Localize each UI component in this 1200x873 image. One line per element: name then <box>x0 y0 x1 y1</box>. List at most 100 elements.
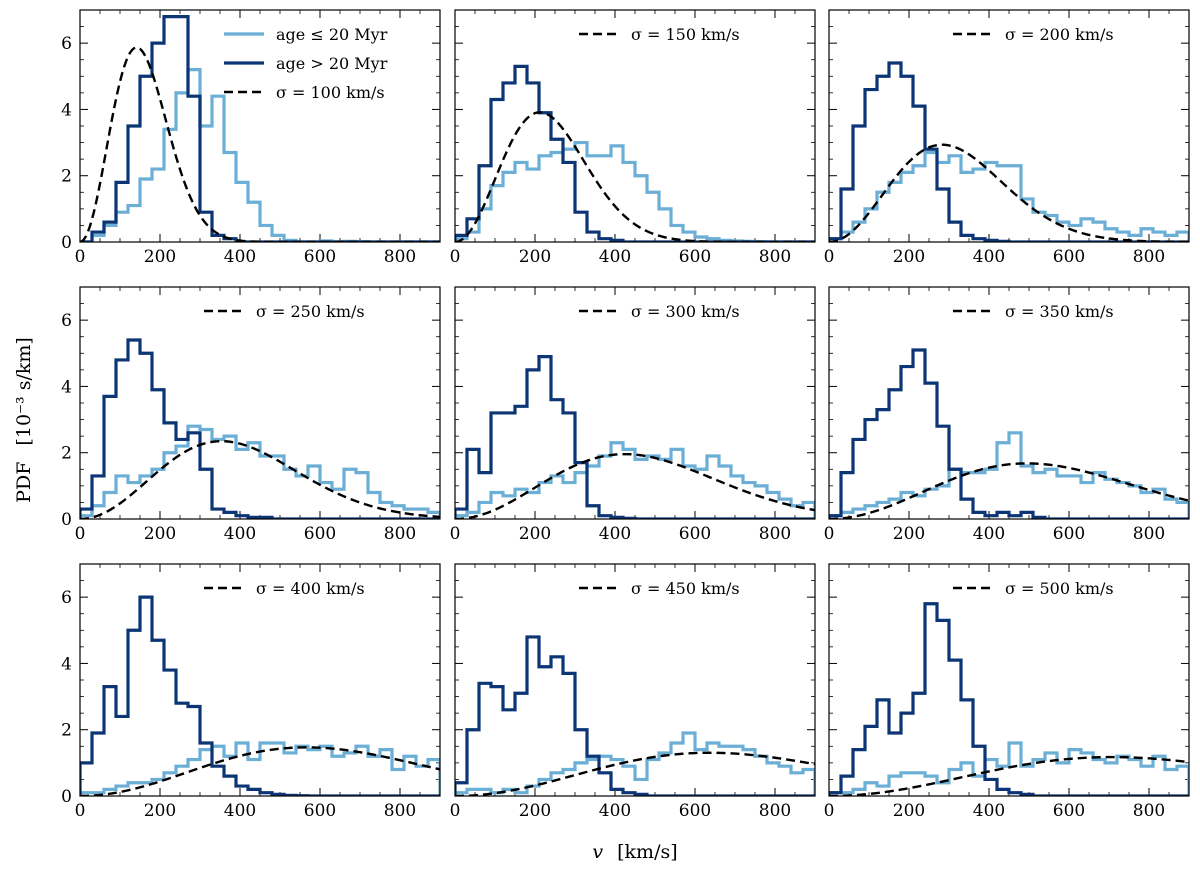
panel-legend: σ = 150 km/s <box>579 25 740 44</box>
x-tick-label: 800 <box>1133 247 1165 267</box>
x-tick-label: 400 <box>599 801 631 821</box>
panel-sigma-400: 0 200 400 600 800 0 2 4 6 σ = 400 km/s <box>61 563 441 821</box>
x-tick-label: 0 <box>450 247 461 267</box>
old-histogram <box>80 338 440 519</box>
x-tick-label: 200 <box>519 247 551 267</box>
x-tick-label: 400 <box>224 247 256 267</box>
young-histogram <box>80 741 440 796</box>
maxwellian-model-curve <box>455 751 815 796</box>
x-tick-label: 600 <box>679 247 711 267</box>
legend-model-label: σ = 200 km/s <box>1005 25 1114 44</box>
x-tick-label: 600 <box>1053 524 1085 544</box>
x-axis-title-name: v <box>592 841 603 863</box>
x-tick-label: 800 <box>1133 801 1165 821</box>
legend-model-label: σ = 150 km/s <box>631 25 740 44</box>
x-tick-label: 400 <box>973 524 1005 544</box>
y-tick-label: 2 <box>61 444 72 464</box>
maxwellian-model-curve <box>455 111 815 242</box>
x-tick-label: 800 <box>384 524 416 544</box>
legend-model-label: σ = 350 km/s <box>1005 302 1114 321</box>
x-tick-label: 0 <box>824 247 835 267</box>
young-histogram <box>455 140 815 242</box>
young-histogram <box>829 150 1189 242</box>
x-tick-label: 0 <box>450 801 461 821</box>
y-axis-title-unit: [10⁻³ s/km] <box>13 337 35 445</box>
x-axis-title-unit: [km/s] <box>617 841 678 863</box>
young-histogram <box>80 424 440 519</box>
young-histogram <box>455 731 815 796</box>
x-tick-label: 200 <box>144 524 176 544</box>
maxwellian-model-curve <box>80 746 440 796</box>
panel-sigma-200: 0 200 400 600 800 σ = 200 km/s <box>824 9 1190 267</box>
panel-plot-area <box>455 64 815 242</box>
y-axis-title-name: PDF <box>13 462 35 503</box>
legend-model-label: σ = 500 km/s <box>1005 579 1114 598</box>
y-tick-label: 2 <box>61 167 72 187</box>
legend-old-label: age > 20 Myr <box>276 54 388 73</box>
old-histogram <box>829 348 1189 519</box>
x-tick-label: 0 <box>75 247 86 267</box>
x-tick-label: 400 <box>599 247 631 267</box>
panel-frame <box>79 286 441 520</box>
panel-frame <box>454 286 816 520</box>
legend-model-label: σ = 300 km/s <box>631 302 740 321</box>
panel-sigma-500: 0 200 400 600 800 σ = 500 km/s <box>824 563 1190 821</box>
y-tick-label: 4 <box>61 377 72 397</box>
y-tick-label: 0 <box>61 787 72 807</box>
x-tick-label: 600 <box>304 801 336 821</box>
panel-legend: age ≤ 20 Myr age > 20 Myr σ = 100 km/s <box>224 25 388 102</box>
legend-model-label: σ = 450 km/s <box>631 579 740 598</box>
panel-legend: σ = 500 km/s <box>953 579 1114 598</box>
legend-model-label: σ = 400 km/s <box>256 579 365 598</box>
panel-frame <box>828 9 1190 243</box>
x-tick-label: 800 <box>384 801 416 821</box>
x-tick-label: 0 <box>75 524 86 544</box>
x-tick-label: 200 <box>144 801 176 821</box>
x-axis-title: v [km/s] <box>592 841 677 863</box>
maxwellian-model-curve <box>829 143 1189 242</box>
panel-plot-area <box>829 61 1189 242</box>
x-tick-label: 600 <box>304 247 336 267</box>
panel-plot-area <box>80 338 440 519</box>
panel-plot-area <box>455 635 815 796</box>
y-tick-label: 0 <box>61 510 72 530</box>
old-histogram <box>80 595 440 796</box>
panel-plot-area <box>80 595 440 796</box>
x-tick-label: 200 <box>893 247 925 267</box>
old-histogram <box>829 602 1189 796</box>
x-tick-label: 800 <box>759 801 791 821</box>
x-tick-label: 0 <box>450 524 461 544</box>
young-histogram <box>455 441 815 519</box>
x-tick-label: 400 <box>224 801 256 821</box>
panel-plot-area <box>80 15 440 242</box>
panel-frame <box>828 563 1190 797</box>
panel-sigma-300: 0 200 400 600 800 σ = 300 km/s <box>450 286 816 544</box>
panel-frame <box>454 9 816 243</box>
panel-sigma-100: 0 200 400 600 800 0 2 4 6 age ≤ 20 Myr age > 20 My… <box>61 9 441 267</box>
x-tick-label: 200 <box>144 247 176 267</box>
x-tick-label: 400 <box>224 524 256 544</box>
panel-frame <box>454 563 816 797</box>
panel-legend: σ = 250 km/s <box>204 302 365 321</box>
old-histogram <box>455 64 815 242</box>
y-tick-label: 6 <box>61 588 72 608</box>
young-histogram <box>829 741 1189 796</box>
panel-plot-area <box>455 355 815 519</box>
panel-legend: σ = 400 km/s <box>204 579 365 598</box>
y-tick-label: 6 <box>61 311 72 331</box>
x-tick-label: 0 <box>824 801 835 821</box>
y-tick-label: 4 <box>61 100 72 120</box>
panel-frame <box>828 286 1190 520</box>
x-tick-label: 600 <box>304 524 336 544</box>
panel-frame <box>79 9 441 243</box>
legend-model-label: σ = 250 km/s <box>256 302 365 321</box>
x-tick-label: 600 <box>679 801 711 821</box>
old-histogram <box>455 355 815 519</box>
maxwellian-model-curve <box>80 46 440 242</box>
x-tick-label: 800 <box>384 247 416 267</box>
maxwellian-model-curve <box>80 439 440 519</box>
x-tick-label: 200 <box>893 524 925 544</box>
x-tick-label: 800 <box>759 524 791 544</box>
x-tick-label: 400 <box>599 524 631 544</box>
